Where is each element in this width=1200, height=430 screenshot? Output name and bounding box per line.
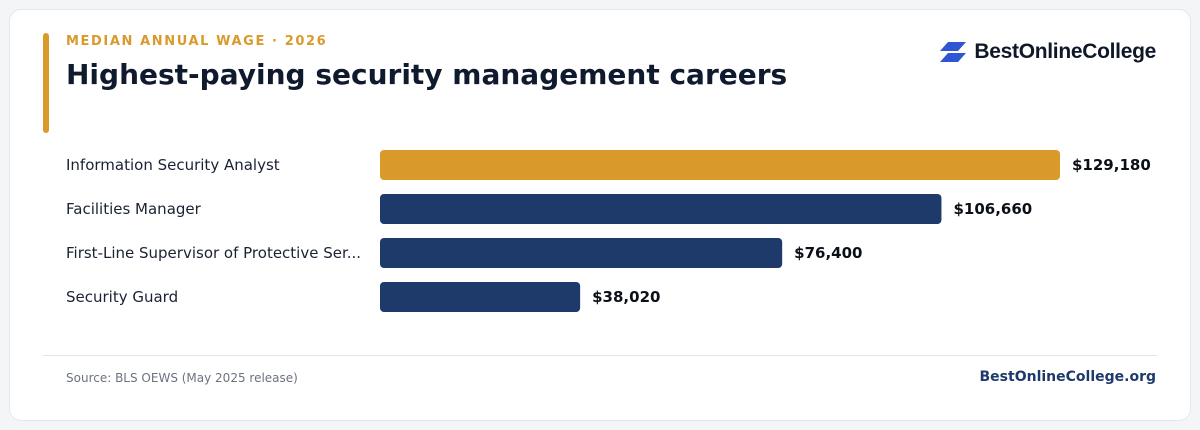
- bar: [380, 282, 581, 312]
- bar: [380, 194, 942, 224]
- source-note: Source: BLS OEWS (May 2025 release): [66, 371, 298, 385]
- category-label: Information Security Analyst: [66, 156, 280, 174]
- bar: [380, 238, 783, 268]
- accent-bar: [43, 33, 49, 133]
- value-label: $76,400: [794, 244, 862, 262]
- category-label: Facilities Manager: [66, 200, 202, 218]
- value-label: $38,020: [592, 288, 660, 306]
- brand-logo[interactable]: BestOnlineCollege: [940, 40, 1156, 64]
- brand-logo-text: BestOnlineCollege: [974, 40, 1156, 63]
- footer-divider: [43, 355, 1157, 356]
- category-label: Security Guard: [66, 288, 178, 306]
- chart-eyebrow: MEDIAN ANNUAL WAGE · 2026: [66, 34, 328, 49]
- stacked-parallelogram-logo-icon: [940, 42, 967, 62]
- category-label: First-Line Supervisor of Protective Ser.…: [66, 244, 361, 262]
- bar: [380, 150, 1060, 180]
- value-label: $129,180: [1072, 156, 1151, 174]
- site-link[interactable]: BestOnlineCollege.org: [979, 369, 1156, 385]
- value-label: $106,660: [953, 200, 1032, 218]
- chart-title: Highest-paying security management caree…: [66, 58, 788, 91]
